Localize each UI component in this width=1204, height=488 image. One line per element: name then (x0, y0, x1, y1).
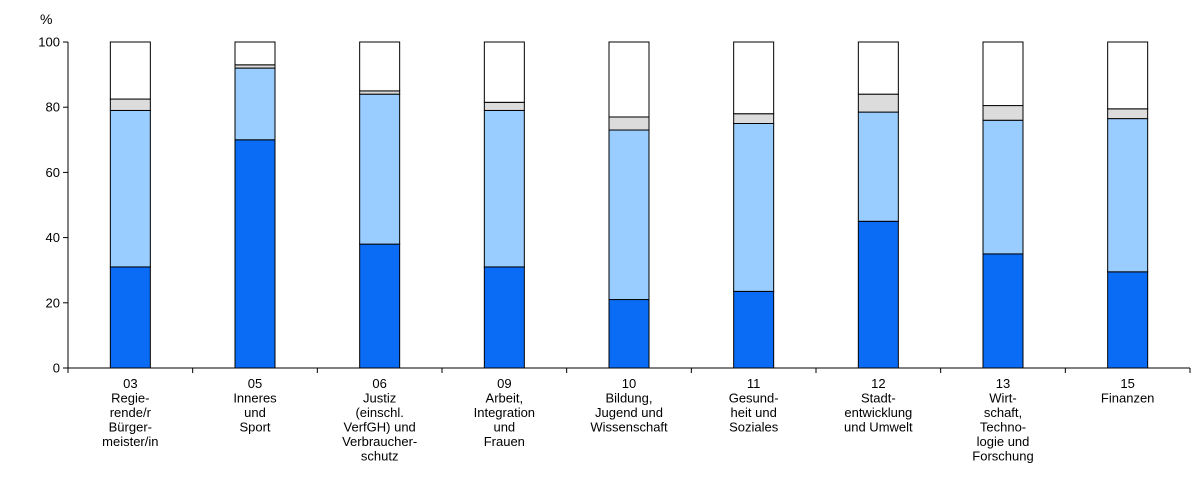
bar-segment-10-s1 (608, 299, 650, 369)
y-tick-label: 0 (53, 361, 60, 376)
y-tick-label: 40 (46, 230, 60, 245)
bar-segment-09-s2 (483, 109, 525, 268)
bar-segment-09-s1 (483, 266, 525, 369)
x-category-label: 09 Arbeit, Integration und Frauen (474, 376, 535, 449)
y-axis: 0 20 40 60 80 100 (38, 35, 69, 376)
x-category-label: 03 Regie-rende/r Bürger-meister/in (102, 376, 158, 449)
bar-segment-05-s4 (234, 41, 276, 66)
bar-segment-13-s1 (982, 253, 1024, 369)
bar-segment-03-s2 (109, 109, 151, 268)
y-tick-label: 60 (46, 165, 60, 180)
x-category-label: 06 Justiz (einschl. VerfGH) und Verbraucher-… (342, 376, 417, 464)
x-category-label: 05 Inneres und Sport (233, 376, 277, 435)
bars-group (109, 41, 1149, 369)
bar-segment-12-s3 (857, 93, 899, 113)
bar-segment-10-s4 (608, 41, 650, 118)
x-category-label: 10 Bildung, Jugend und Wissenschaft (590, 376, 668, 435)
y-tick-label: 100 (38, 35, 60, 50)
bar-segment-15-s1 (1107, 271, 1149, 369)
bar-segment-13-s4 (982, 41, 1024, 107)
bar-segment-12-s1 (857, 220, 899, 369)
bar-segment-06-s4 (359, 41, 401, 92)
bar-segment-05-s1 (234, 139, 276, 369)
bar-segment-10-s2 (608, 129, 650, 301)
bar-segment-13-s3 (982, 105, 1024, 121)
bar-segment-03-s1 (109, 266, 151, 369)
bar-segment-11-s1 (733, 290, 775, 369)
x-category-label: 12 Stadt-entwicklung und Umwelt (844, 376, 913, 435)
x-axis: 03 Regie-rende/r Bürger-meister/in 05 Innere… (67, 367, 1191, 464)
bar-segment-03-s4 (109, 41, 151, 100)
bar-segment-05-s2 (234, 67, 276, 141)
bar-segment-15-s3 (1107, 108, 1149, 120)
bar-segment-15-s4 (1107, 41, 1149, 110)
x-category-label: 15 Finanzen (1101, 376, 1154, 406)
y-tick-label: 80 (46, 100, 60, 115)
bar-segment-09-s3 (483, 101, 525, 111)
x-category-label: 13 Wirt-schaft, Techno-logie und Forschung (972, 376, 1033, 464)
bar-segment-11-s3 (733, 113, 775, 125)
bar-segment-10-s3 (608, 116, 650, 131)
y-tick-label: 20 (46, 295, 60, 310)
bar-segment-12-s2 (857, 111, 899, 222)
bar-segment-11-s4 (733, 41, 775, 115)
bar-segment-03-s3 (109, 98, 151, 111)
bar-segment-11-s2 (733, 123, 775, 292)
bar-segment-06-s1 (359, 243, 401, 369)
x-category-label: 11 Gesund-heit und Soziales (729, 376, 779, 435)
y-unit-label: % (40, 11, 52, 27)
bar-segment-15-s2 (1107, 118, 1149, 273)
bar-segment-09-s4 (483, 41, 525, 103)
bar-segment-12-s4 (857, 41, 899, 95)
bar-segment-06-s2 (359, 93, 401, 245)
bar-segment-13-s2 (982, 119, 1024, 255)
